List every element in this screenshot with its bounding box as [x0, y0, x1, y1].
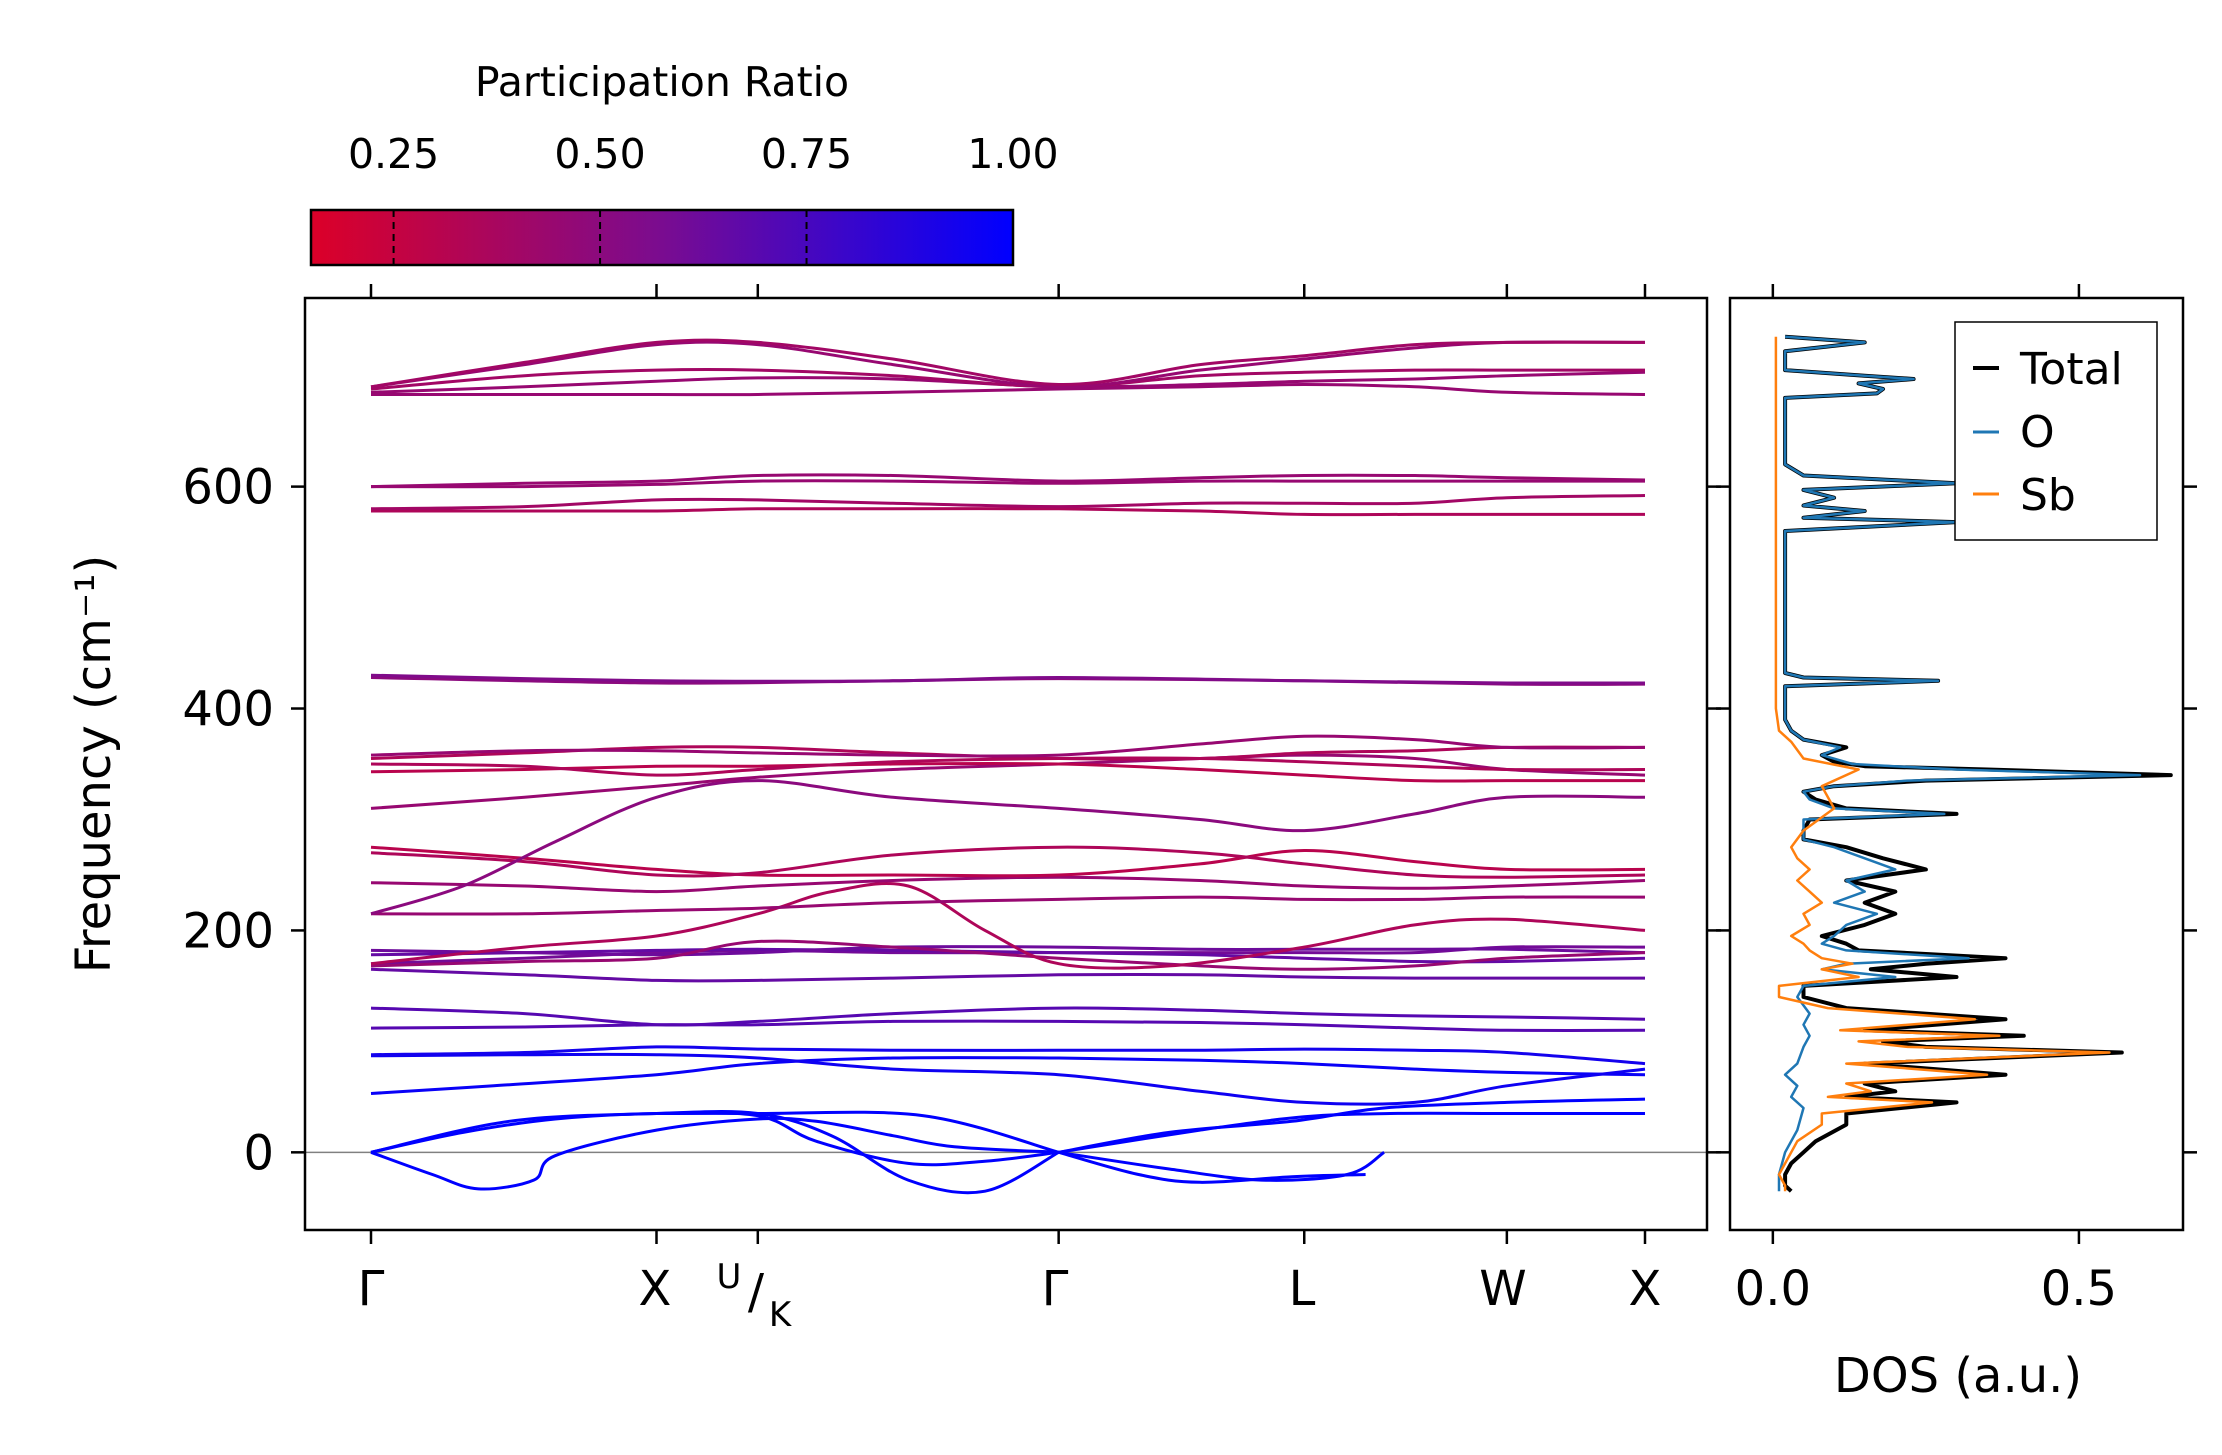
- colorbar-gradient: [309, 208, 1015, 267]
- phonon-band: [370, 945, 1646, 957]
- kpoint-label-u: U: [717, 1257, 742, 1297]
- band-x-ticks: [369, 284, 1647, 1244]
- phonon-band: [370, 845, 1646, 879]
- band-axes-frame: [303, 296, 1709, 1232]
- kpoint-labels: Γ X U / K Γ L W X: [358, 1257, 1662, 1335]
- y-axis-title: Frequency (cm⁻¹): [66, 555, 122, 973]
- legend-label-o: O: [2020, 407, 2055, 458]
- band-structure-panel: 0 200 400 600 Γ X U / K Γ L W X Frequency (…: [66, 284, 1721, 1335]
- kpoint-label-x-1: X: [639, 1261, 672, 1317]
- colorbar-tick-label: 0.75: [761, 130, 852, 178]
- phonon-band: [370, 479, 1645, 489]
- band-lines: [370, 338, 1646, 1195]
- dos-x-tick-label: 0.0: [1735, 1261, 1811, 1317]
- legend-label-total: Total: [2019, 344, 2123, 395]
- y-tick-label: 0: [243, 1125, 274, 1181]
- colorbar-tick-label: 1.00: [967, 130, 1058, 178]
- phonon-band: [370, 895, 1646, 916]
- colorbar-tick-label: 0.25: [348, 130, 439, 178]
- kpoint-label-w: W: [1479, 1261, 1526, 1317]
- phonon-band: [1058, 1097, 1646, 1154]
- kpoint-label-slash: /: [748, 1264, 765, 1320]
- phonon-band: [370, 1056, 1646, 1095]
- phonon-band: [370, 1019, 1646, 1032]
- phonon-band: [370, 845, 1646, 878]
- colorbar-title: Participation Ratio: [475, 58, 849, 106]
- colorbar-tick-label: 0.50: [554, 130, 645, 178]
- legend-label-sb: Sb: [2020, 470, 2076, 521]
- dos-legend: Total O Sb: [1954, 321, 2158, 541]
- phonon-band: [370, 761, 1646, 783]
- phonon-band: [370, 382, 1646, 397]
- kpoint-label-x-2: X: [1629, 1261, 1662, 1317]
- phonon-band: [370, 967, 1645, 983]
- phonon-band: [370, 494, 1646, 511]
- dos-line-sb: [1774, 336, 2111, 1192]
- phonon-band: [370, 779, 1646, 916]
- colorbar: Participation Ratio 0.25 0.50 0.75 1.00: [309, 58, 1059, 267]
- kpoint-label-gamma-1: Γ: [358, 1261, 385, 1317]
- phonon-band: [370, 939, 1646, 971]
- dos-x-tick-label: 0.5: [2041, 1261, 2117, 1317]
- y-tick-label: 600: [182, 460, 274, 516]
- dos-panel: 0.0 0.5 DOS (a.u.) Total O Sb: [1716, 284, 2197, 1404]
- phonon-band: [370, 734, 1646, 758]
- kpoint-label-l: L: [1289, 1261, 1316, 1317]
- phonon-band: [370, 875, 1646, 894]
- phonon-band: [1058, 1111, 1645, 1154]
- dos-ticks: 0.0 0.5: [1716, 284, 2197, 1317]
- dos-axes-frame: [1728, 296, 2185, 1232]
- phonon-band: [370, 1052, 1646, 1106]
- kpoint-label-k: K: [769, 1295, 793, 1335]
- dos-x-axis-title: DOS (a.u.): [1834, 1348, 2082, 1404]
- phonon-band: [370, 947, 1646, 964]
- colorbar-ticks: 0.25 0.50 0.75 1.00: [348, 130, 1059, 265]
- band-y-ticks: 0 200 400 600: [182, 460, 1721, 1181]
- phonon-band: [370, 340, 1646, 389]
- phonon-band: [656, 1110, 1060, 1154]
- phonon-band: [370, 473, 1646, 489]
- phonon-band: [370, 1116, 1059, 1191]
- phonon-band: [370, 1006, 1646, 1027]
- kpoint-label-gamma-2: Γ: [1042, 1261, 1069, 1317]
- dos-series-lines: [1774, 334, 2173, 1193]
- y-tick-label: 400: [182, 682, 274, 738]
- phonon-band: [371, 507, 1645, 517]
- phonon-band: [1058, 1150, 1366, 1184]
- phonon-band: [1058, 1150, 1385, 1182]
- phonon-band: [370, 338, 1646, 389]
- phonon-band: [370, 882, 1646, 970]
- phonon-band: [370, 673, 1646, 685]
- dos-line-o: [1777, 335, 2142, 1192]
- y-tick-label: 200: [182, 903, 274, 959]
- phonon-band: [370, 1045, 1646, 1066]
